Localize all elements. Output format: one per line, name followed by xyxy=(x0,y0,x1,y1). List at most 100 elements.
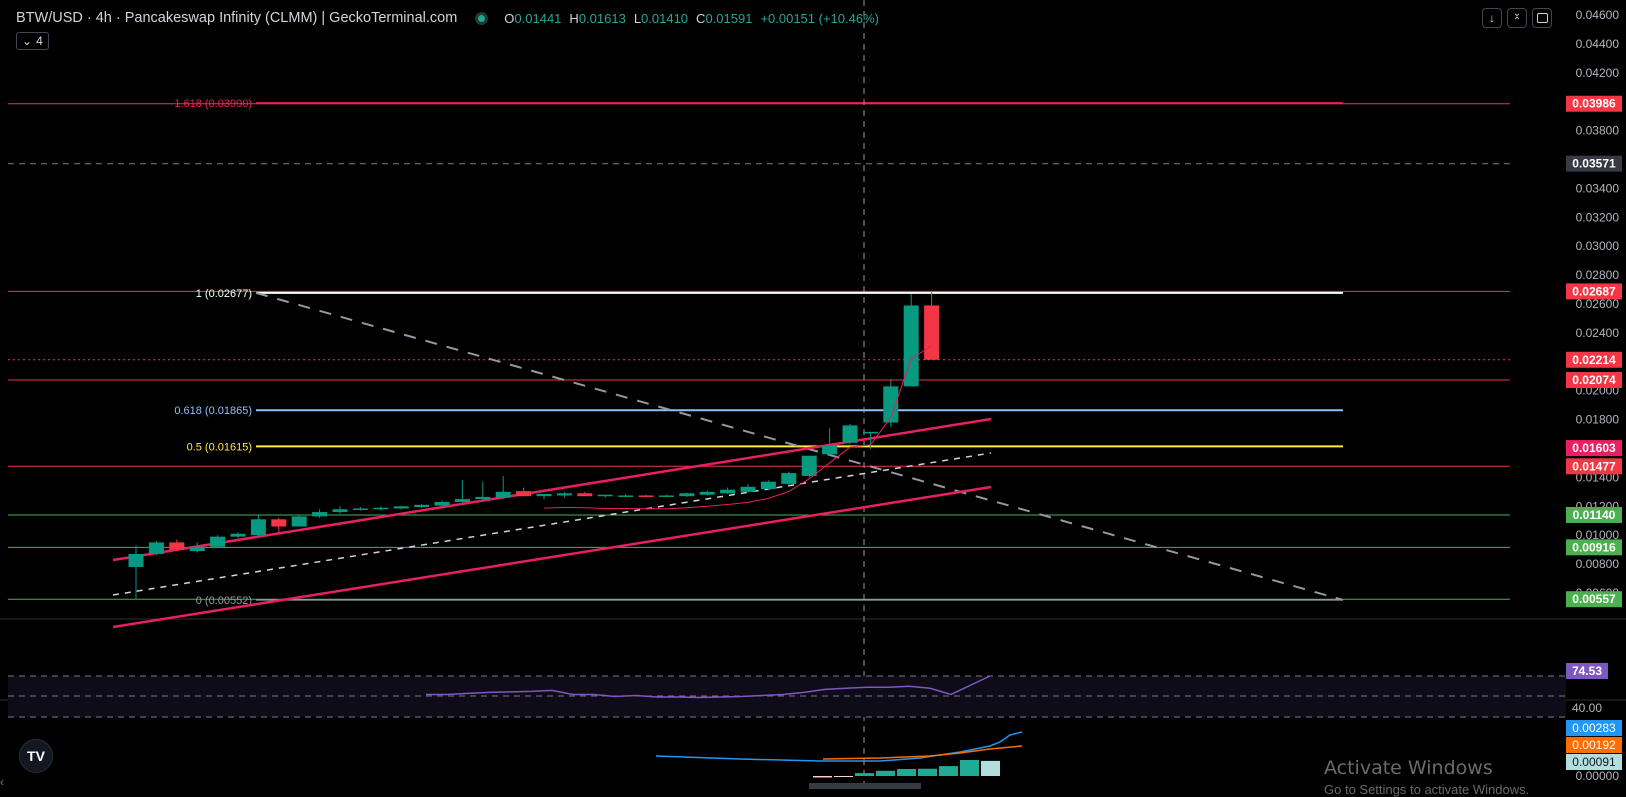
chart-title: BTW/USD · 4h · Pancakeswap Infinity (CLM… xyxy=(16,10,458,26)
macd-histogram-bar xyxy=(876,770,895,776)
candle-body[interactable] xyxy=(291,516,307,527)
fullscreen-button[interactable] xyxy=(1532,8,1552,28)
price-label-text: 0.00557 xyxy=(1572,592,1616,606)
channel-upper-line[interactable] xyxy=(112,417,992,562)
candle-body[interactable] xyxy=(536,494,552,497)
price-axis-tick: 0.02400 xyxy=(1576,326,1620,340)
candle-body[interactable] xyxy=(822,445,838,455)
price-label-badge xyxy=(1566,372,1622,389)
open-label: O xyxy=(504,10,515,26)
candle-body[interactable] xyxy=(128,553,144,567)
price-label-badge xyxy=(1566,155,1622,172)
price-label-text: 0.03986 xyxy=(1572,97,1616,111)
candle-body[interactable] xyxy=(454,499,470,502)
price-label-text: 0.01603 xyxy=(1572,441,1616,455)
channel-lower-line[interactable] xyxy=(112,485,992,629)
candle-body[interactable] xyxy=(577,493,593,497)
trend-line-dashed[interactable] xyxy=(112,452,992,596)
price-label-badge xyxy=(1566,539,1622,556)
rsi-line xyxy=(426,675,991,699)
price-axis-tick: 0.03800 xyxy=(1576,124,1620,138)
candle-body[interactable] xyxy=(189,546,205,552)
fib-level-label: 1 (0.02677) xyxy=(196,288,252,300)
macd-histogram-bar xyxy=(897,769,916,776)
candle-body[interactable] xyxy=(720,489,736,494)
price-label-badge xyxy=(1566,591,1622,608)
fib-level-label: 0.5 (0.01615) xyxy=(187,441,252,453)
activate-windows-watermark: Activate Windows xyxy=(1324,757,1493,779)
candle-body[interactable] xyxy=(148,542,164,554)
candle-body[interactable] xyxy=(781,473,797,484)
candle-body[interactable] xyxy=(658,495,674,497)
price-axis-tick: 0.00800 xyxy=(1576,557,1620,571)
price-label-text: 0.01140 xyxy=(1573,508,1616,522)
candle-body[interactable] xyxy=(352,508,368,510)
candle-body[interactable] xyxy=(883,386,899,423)
price-axis-tick: 0.02800 xyxy=(1576,268,1620,282)
high-label: H xyxy=(569,10,579,26)
price-label-badge xyxy=(1566,95,1622,112)
low-value: 0.01410 xyxy=(641,10,689,26)
candle-body[interactable] xyxy=(516,491,532,497)
price-label-text: 0.02074 xyxy=(1572,373,1616,387)
candle-body[interactable] xyxy=(618,495,634,497)
scroll-left-icon[interactable]: ‹ xyxy=(0,775,4,789)
macd-value-text: 0.00283 xyxy=(1572,721,1616,735)
fib-level-label: 0.618 (0.01865) xyxy=(174,405,252,417)
scroll-to-latest-button[interactable]: ↓ xyxy=(1482,8,1502,28)
chart-toolbar: ↓ ⌄ ⌃ xyxy=(1482,8,1552,28)
candle-body[interactable] xyxy=(842,425,858,443)
moving-average-line xyxy=(543,345,932,510)
time-scrollbar[interactable] xyxy=(809,783,921,789)
price-label-badge xyxy=(1566,458,1622,475)
candle-body[interactable] xyxy=(801,455,817,476)
collapse-panes-button[interactable]: ⌄ ⌃ xyxy=(1507,8,1527,28)
candle-body[interactable] xyxy=(495,491,511,498)
candle-body[interactable] xyxy=(414,504,430,508)
candle-body[interactable] xyxy=(862,431,878,434)
tradingview-logo-icon[interactable]: TV xyxy=(19,739,53,773)
price-axis-tick: 0.03000 xyxy=(1576,239,1620,253)
candle-body[interactable] xyxy=(740,486,756,492)
candle-body[interactable] xyxy=(271,519,287,527)
price-axis-tick: 0.01800 xyxy=(1576,413,1620,427)
price-axis-tick: 0.03400 xyxy=(1576,181,1620,195)
price-label-badge xyxy=(1566,351,1622,368)
candle-body[interactable] xyxy=(699,491,715,495)
candle-body[interactable] xyxy=(556,493,572,496)
candle-body[interactable] xyxy=(393,506,409,509)
candle-body[interactable] xyxy=(434,501,450,506)
candle-body[interactable] xyxy=(210,536,226,547)
candle-body[interactable] xyxy=(332,509,348,513)
price-label-badge xyxy=(1566,283,1622,300)
ohlc-legend: O0.01441 H0.01613 L0.01410 C0.01591 +0.0… xyxy=(504,11,879,26)
candle-body[interactable] xyxy=(679,493,695,497)
macd-zero-label: 0.00000 xyxy=(1576,769,1620,783)
macd-histogram-bar xyxy=(939,766,958,776)
price-label-text: 0.01477 xyxy=(1572,459,1616,473)
candle-body[interactable] xyxy=(312,512,328,517)
price-label-badge xyxy=(1566,506,1622,523)
candle-body[interactable] xyxy=(230,533,246,537)
candle-body[interactable] xyxy=(903,305,919,387)
candle-body[interactable] xyxy=(475,496,491,500)
candle-body[interactable] xyxy=(250,519,266,536)
change-value: +0.00151 (+10.46%) xyxy=(760,10,879,26)
macd-line xyxy=(655,731,1023,762)
indicators-collapse-button[interactable]: ⌄ 4 xyxy=(16,32,49,50)
market-status-icon xyxy=(475,11,489,25)
candle-body[interactable] xyxy=(924,305,940,360)
chart-header: BTW/USD · 4h · Pancakeswap Infinity (CLM… xyxy=(16,10,879,26)
candle-body[interactable] xyxy=(760,481,776,489)
candle-body[interactable] xyxy=(638,495,654,497)
low-label: L xyxy=(633,10,642,26)
candle-body[interactable] xyxy=(597,494,613,497)
collapse-icon: ⌄ ⌃ xyxy=(1512,8,1522,27)
price-axis-tick: 0.02600 xyxy=(1576,297,1620,311)
close-value: 0.01591 xyxy=(705,10,753,26)
price-axis-tick: 0.03200 xyxy=(1576,210,1620,224)
candle-body[interactable] xyxy=(169,542,185,550)
candle-body[interactable] xyxy=(373,507,389,510)
fib-level-label: 0 (0.00552) xyxy=(196,595,252,607)
